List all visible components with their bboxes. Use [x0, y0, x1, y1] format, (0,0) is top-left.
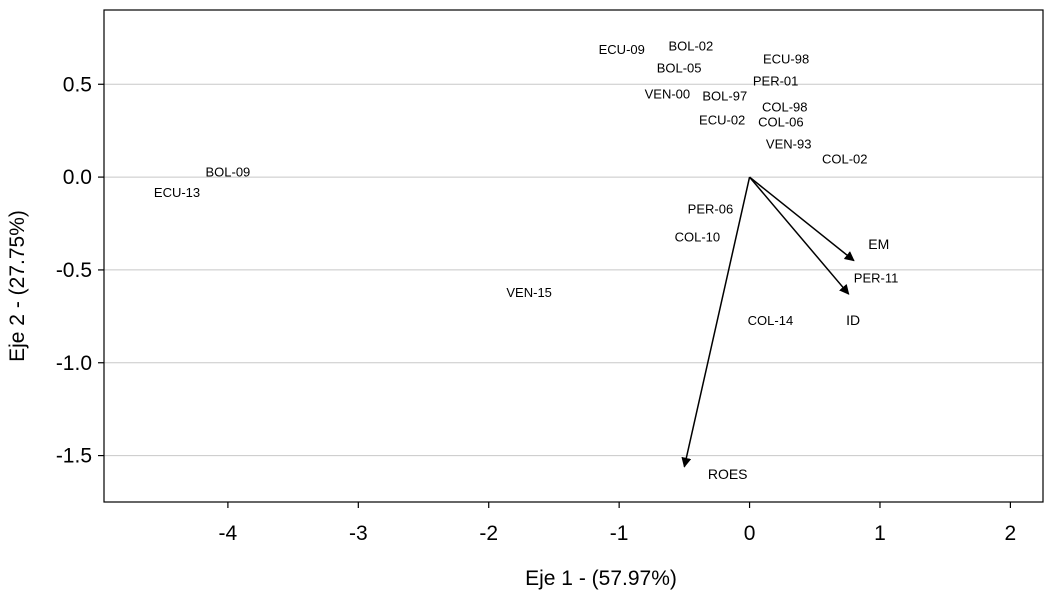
point-label-ecu-02: ECU-02: [699, 113, 745, 128]
point-label-bol-02: BOL-02: [668, 38, 713, 53]
x-tick-label: 1: [874, 522, 886, 545]
point-label-per-01: PER-01: [753, 74, 799, 89]
x-tick-label: -4: [219, 522, 238, 545]
y-tick-label: -1.0: [56, 352, 92, 375]
point-label-ecu-98: ECU-98: [763, 51, 809, 66]
point-label-ecu-09: ECU-09: [599, 42, 645, 57]
point-label-col-98: COL-98: [762, 100, 808, 115]
point-label-ven-15: VEN-15: [506, 285, 552, 300]
point-label-ecu-13: ECU-13: [154, 185, 200, 200]
point-label-bol-09: BOL-09: [205, 165, 250, 180]
y-tick-label: 0.5: [63, 73, 92, 96]
point-label-bol-05: BOL-05: [657, 61, 702, 76]
x-tick-label: -3: [349, 522, 368, 545]
point-label-bol-97: BOL-97: [702, 88, 747, 103]
axis-ticks: 0.5 0.0 -0.5 -1.0 -1.5 -4 -3 -2 -1 0 1 2: [56, 73, 1016, 545]
x-tick-label: 0: [744, 522, 756, 545]
point-label-per-06: PER-06: [688, 202, 734, 217]
point-label-col-14: COL-14: [748, 313, 794, 328]
point-label-ven-00: VEN-00: [645, 87, 691, 102]
grid-lines: [104, 83, 1043, 457]
vector-label-id: ID: [846, 312, 860, 328]
loading-vectors: EM ID ROES: [681, 176, 889, 482]
y-axis-title: Eje 2 - (27.75%): [6, 210, 29, 362]
x-tick-label: 2: [1005, 522, 1017, 545]
point-label-col-02: COL-02: [822, 152, 868, 167]
vector-label-em: EM: [868, 236, 889, 252]
point-label-per-11: PER-11: [854, 270, 899, 285]
x-tick-label: -2: [479, 522, 498, 545]
point-label-ven-93: VEN-93: [766, 137, 812, 152]
x-axis-title: Eje 1 - (57.97%): [525, 567, 677, 590]
vector-arrow-em: [749, 176, 855, 262]
y-tick-label: 0.0: [63, 166, 92, 189]
vector-arrow-roes: [681, 176, 751, 468]
plot-frame: [103, 9, 1044, 503]
x-tick-label: -1: [610, 522, 629, 545]
vector-arrow-id: [748, 176, 850, 295]
y-tick-label: -0.5: [56, 259, 92, 282]
point-labels: ECU-09 BOL-02 BOL-05 ECU-98 PER-01 VEN-00 BOL-…: [154, 38, 898, 328]
point-label-col-10: COL-10: [675, 230, 721, 245]
y-tick-label: -1.5: [56, 445, 92, 468]
vector-label-roes: ROES: [708, 466, 748, 482]
point-label-col-06: COL-06: [758, 114, 804, 129]
